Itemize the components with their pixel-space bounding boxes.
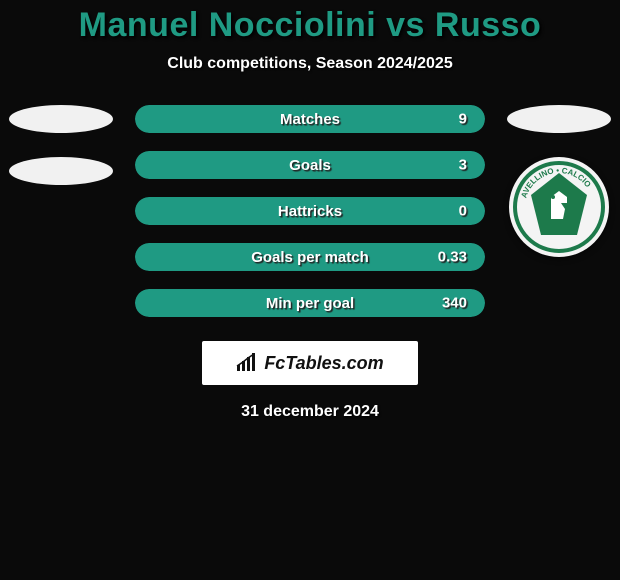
stat-label: Goals <box>289 157 331 174</box>
stat-row-goals-per-match: Goals per match 0.33 <box>0 243 620 271</box>
stat-pill: Goals 3 <box>135 151 485 179</box>
stat-row-goals: Goals 3 <box>0 151 620 179</box>
bar-chart-icon <box>236 353 258 373</box>
stat-row-min-per-goal: Min per goal 340 <box>0 289 620 317</box>
stat-row-hattricks: Hattricks 0 <box>0 197 620 225</box>
stat-right-value: 0.33 <box>438 249 467 266</box>
stat-label: Goals per match <box>251 249 369 266</box>
brand-text: FcTables.com <box>264 353 383 374</box>
stat-pill: Goals per match 0.33 <box>135 243 485 271</box>
comparison-card: Manuel Nocciolini vs Russo Club competit… <box>0 0 620 580</box>
page-title: Manuel Nocciolini vs Russo <box>0 0 620 45</box>
stat-pill: Min per goal 340 <box>135 289 485 317</box>
brand-link[interactable]: FcTables.com <box>202 341 418 385</box>
snapshot-date: 31 december 2024 <box>0 403 620 421</box>
stat-right-value: 0 <box>459 203 467 220</box>
stat-right-value: 340 <box>442 295 467 312</box>
stat-label: Min per goal <box>266 295 354 312</box>
stat-label: Hattricks <box>278 203 342 220</box>
stat-pill: Matches 9 <box>135 105 485 133</box>
subtitle: Club competitions, Season 2024/2025 <box>0 55 620 73</box>
stat-pill: Hattricks 0 <box>135 197 485 225</box>
stat-row-matches: Matches 9 <box>0 105 620 133</box>
stats-section: AVELLINO • CALCIO Matches 9 Goals 3 <box>0 105 620 317</box>
stat-label: Matches <box>280 111 340 128</box>
title-text: Manuel Nocciolini vs Russo <box>79 6 542 44</box>
stat-right-value: 3 <box>459 157 467 174</box>
stat-right-value: 9 <box>459 111 467 128</box>
